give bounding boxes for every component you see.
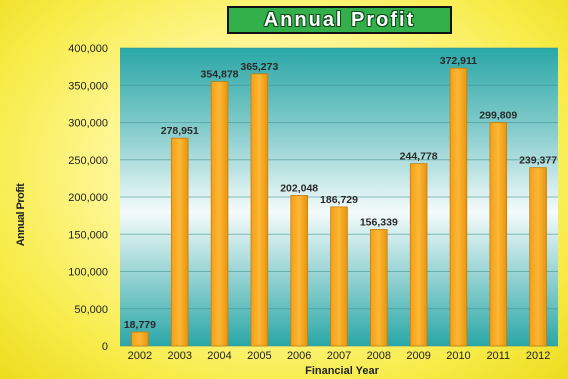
data-label: 239,377	[519, 155, 557, 167]
bar	[131, 331, 149, 347]
data-label: 278,951	[161, 125, 199, 137]
x-tick-label: 2003	[167, 350, 191, 362]
chart-title: Annual Profit	[227, 6, 452, 34]
x-tick-label: 2008	[367, 350, 391, 362]
data-label: 244,778	[400, 151, 438, 163]
bar	[409, 163, 428, 347]
y-tick-label: 350,000	[68, 80, 108, 92]
bar	[529, 167, 547, 347]
data-label: 202,048	[280, 182, 318, 194]
y-tick-label: 100,000	[68, 267, 108, 279]
x-tick-label: 2009	[406, 350, 430, 362]
x-axis-label: Financial Year	[305, 365, 379, 377]
x-tick-label: 2005	[247, 350, 271, 362]
y-tick-label: 200,000	[68, 192, 108, 204]
bar	[370, 229, 388, 347]
bar	[449, 67, 468, 347]
x-tick-label: 2010	[446, 350, 470, 362]
bar	[330, 206, 348, 347]
bar	[210, 81, 229, 347]
data-label: 156,339	[360, 217, 398, 229]
data-label: 18,779	[124, 319, 156, 331]
y-tick-label: 150,000	[68, 229, 108, 241]
data-label: 299,809	[479, 110, 517, 122]
x-tick-label: 2002	[128, 350, 152, 362]
data-label: 354,878	[201, 69, 239, 81]
y-tick-label: 0	[102, 341, 108, 353]
y-tick-label: 400,000	[68, 43, 108, 55]
y-tick-label: 50,000	[74, 304, 108, 316]
bar	[489, 122, 508, 347]
bar	[250, 73, 269, 347]
data-label: 186,729	[320, 194, 358, 206]
bar	[290, 195, 308, 347]
x-tick-label: 2012	[526, 350, 550, 362]
bar	[170, 137, 189, 347]
y-tick-label: 250,000	[68, 155, 108, 167]
y-tick-label: 300,000	[68, 118, 108, 130]
x-tick-label: 2007	[327, 350, 351, 362]
x-tick-label: 2004	[207, 350, 231, 362]
x-tick-label: 2011	[486, 350, 510, 362]
data-label: 365,273	[240, 61, 278, 73]
x-tick-label: 2006	[287, 350, 311, 362]
data-label: 372,911	[440, 55, 478, 67]
